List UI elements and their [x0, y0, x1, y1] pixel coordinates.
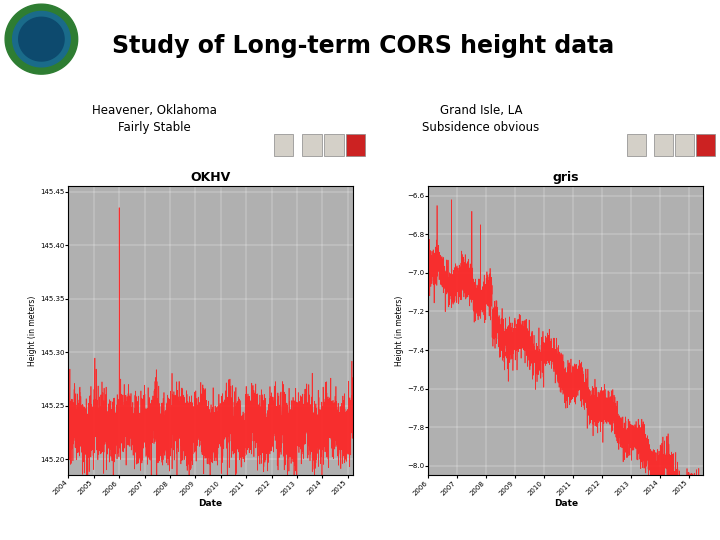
FancyBboxPatch shape: [626, 134, 646, 156]
Text: Grand Isle, LA: Grand Isle, LA: [440, 104, 522, 117]
Polygon shape: [13, 11, 70, 67]
Polygon shape: [5, 4, 78, 74]
Text: Study of Long-term CORS height data: Study of Long-term CORS height data: [112, 34, 614, 58]
FancyBboxPatch shape: [274, 134, 294, 156]
X-axis label: Date: Date: [554, 499, 578, 508]
FancyBboxPatch shape: [324, 134, 344, 156]
Text: OKHV: OKHV: [22, 141, 46, 150]
Text: Heavener, Oklahoma: Heavener, Oklahoma: [92, 104, 217, 117]
FancyBboxPatch shape: [654, 134, 673, 156]
Text: Subsidence obvious: Subsidence obvious: [423, 121, 539, 134]
FancyBboxPatch shape: [346, 134, 365, 156]
X-axis label: Date: Date: [199, 499, 222, 508]
FancyBboxPatch shape: [675, 134, 694, 156]
Polygon shape: [19, 17, 64, 61]
Text: GRIS: GRIS: [384, 141, 405, 150]
Text: Fairly Stable: Fairly Stable: [118, 121, 192, 134]
FancyBboxPatch shape: [302, 134, 323, 156]
Y-axis label: Height (in meters): Height (in meters): [395, 295, 405, 366]
Y-axis label: Height (in meters): Height (in meters): [28, 295, 37, 366]
Title: gris: gris: [553, 171, 579, 184]
Title: OKHV: OKHV: [191, 171, 230, 184]
FancyBboxPatch shape: [696, 134, 715, 156]
